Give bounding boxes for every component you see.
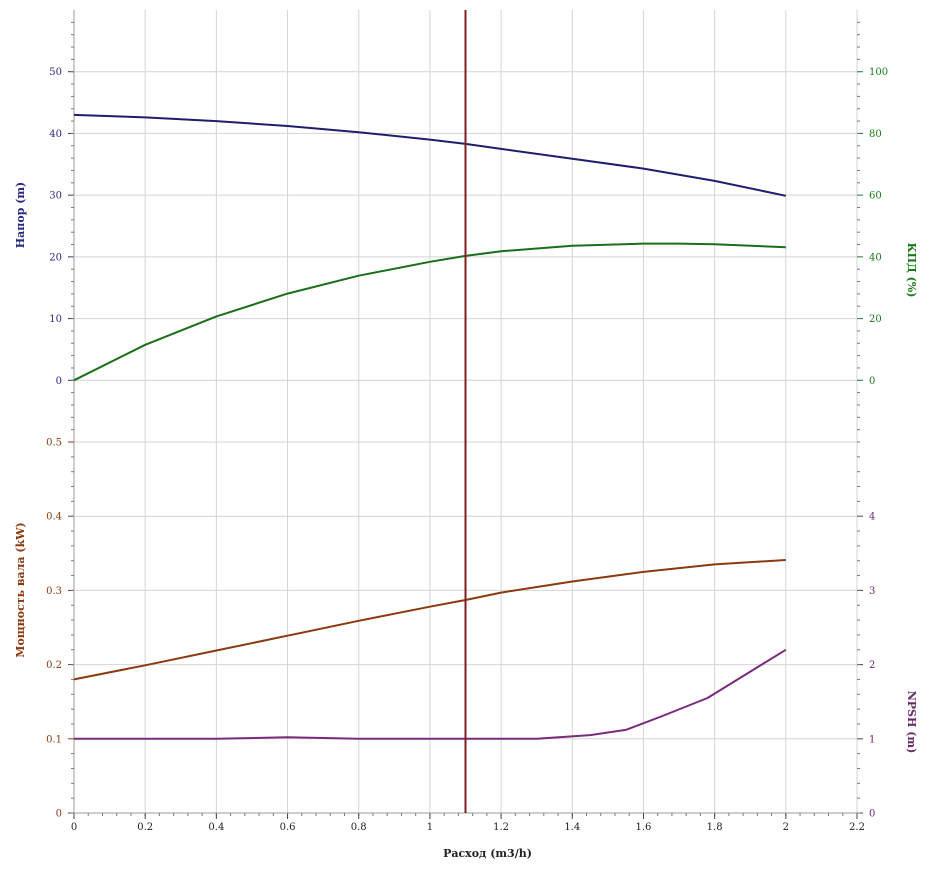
left-tick-label: 0.3	[46, 586, 62, 597]
left-tick-label: 0.2	[46, 660, 62, 671]
right-tick-label: 20	[869, 314, 882, 325]
x-tick-label: 0.4	[208, 822, 224, 833]
left-tick-label: 0	[56, 376, 62, 387]
x-tick-label: 2	[783, 822, 789, 833]
left-tick-label: 50	[49, 67, 62, 78]
left-tick-label: 0	[56, 809, 62, 820]
right-tick-label: 1	[869, 734, 875, 745]
right-tick-label: 60	[869, 191, 882, 202]
x-tick-label: 1.4	[564, 822, 580, 833]
left-tick-label: 0.1	[46, 734, 62, 745]
x-tick-label: 2.2	[849, 822, 865, 833]
right-tick-label: 4	[869, 512, 875, 523]
left-axis-title: Напор (m)	[14, 182, 27, 248]
right-tick-label: 0	[869, 809, 875, 820]
right-axis-title: NPSH (m)	[905, 691, 918, 754]
x-tick-label: 0.2	[137, 822, 153, 833]
right-tick-label: 3	[869, 586, 875, 597]
x-tick-label: 0	[71, 822, 77, 833]
right-tick-label: 2	[869, 660, 875, 671]
left-tick-label: 30	[49, 191, 62, 202]
left-tick-label: 10	[49, 314, 62, 325]
left-tick-label: 40	[49, 129, 62, 140]
right-tick-label: 80	[869, 129, 882, 140]
x-tick-label: 0.8	[351, 822, 367, 833]
x-tick-label: 1.2	[493, 822, 509, 833]
left-tick-label: 0.4	[46, 512, 62, 523]
x-tick-label: 1	[427, 822, 433, 833]
x-axis-title: Расход (m3/h)	[443, 847, 532, 860]
left-tick-label: 0.5	[46, 438, 62, 449]
right-tick-label: 100	[869, 67, 888, 78]
x-tick-label: 1.8	[707, 822, 723, 833]
x-tick-label: 1.6	[636, 822, 652, 833]
x-tick-label: 0.6	[280, 822, 296, 833]
right-tick-label: 0	[869, 376, 875, 387]
left-axis-title: Мощность вала (kW)	[14, 522, 27, 657]
right-tick-label: 40	[869, 252, 882, 263]
series-line-panel0-left	[73, 113, 787, 197]
series-line-panel1-left	[73, 559, 786, 681]
right-axis-title: КПД (%)	[905, 243, 918, 298]
left-tick-label: 20	[49, 252, 62, 263]
